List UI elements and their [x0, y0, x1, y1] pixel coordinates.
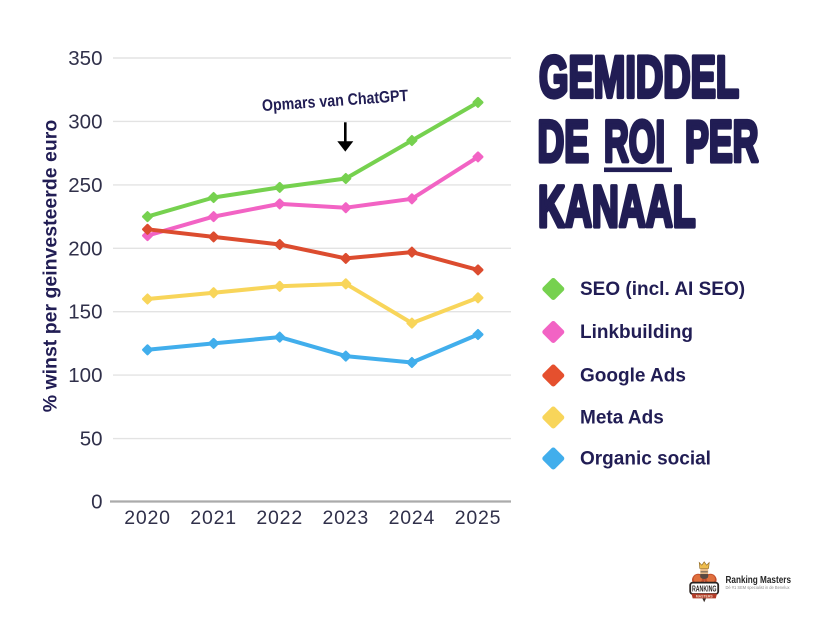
svg-text:% winst per geinvesteerde euro: % winst per geinvesteerde euro	[40, 120, 62, 413]
svg-text:ROI: ROI	[604, 110, 665, 175]
svg-text:Meta Ads: Meta Ads	[580, 408, 664, 429]
svg-text:100: 100	[68, 364, 102, 387]
svg-text:Google Ads: Google Ads	[580, 366, 686, 387]
svg-text:200: 200	[68, 237, 102, 260]
svg-text:2024: 2024	[389, 507, 436, 529]
svg-text:Dé #1 SEM specialist in de Ben: Dé #1 SEM specialist in de Benelux	[726, 585, 791, 590]
svg-text:300: 300	[68, 110, 102, 133]
svg-text:2023: 2023	[323, 507, 370, 529]
svg-text:2025: 2025	[455, 507, 502, 529]
svg-text:2022: 2022	[256, 507, 303, 529]
svg-text:Organic social: Organic social	[580, 449, 711, 470]
svg-text:GEMIDDEL: GEMIDDEL	[539, 45, 739, 110]
svg-text:RANKING: RANKING	[692, 585, 717, 594]
svg-text:250: 250	[68, 174, 102, 197]
svg-text:350: 350	[68, 47, 102, 70]
svg-text:DE: DE	[538, 110, 590, 175]
svg-text:SEO (incl. AI SEO): SEO (incl. AI SEO)	[580, 279, 745, 300]
svg-text:KANAAL: KANAAL	[538, 175, 696, 240]
svg-text:Ranking Masters: Ranking Masters	[726, 575, 792, 586]
svg-text:Linkbuilding: Linkbuilding	[580, 322, 693, 343]
svg-text:2020: 2020	[124, 507, 171, 529]
svg-text:PER: PER	[685, 110, 759, 175]
svg-text:50: 50	[80, 428, 103, 451]
svg-text:150: 150	[68, 301, 102, 324]
svg-text:MASTERS: MASTERS	[696, 594, 714, 598]
svg-text:2021: 2021	[190, 507, 237, 529]
svg-text:Opmars van ChatGPT: Opmars van ChatGPT	[261, 87, 408, 115]
svg-text:0: 0	[91, 491, 102, 514]
